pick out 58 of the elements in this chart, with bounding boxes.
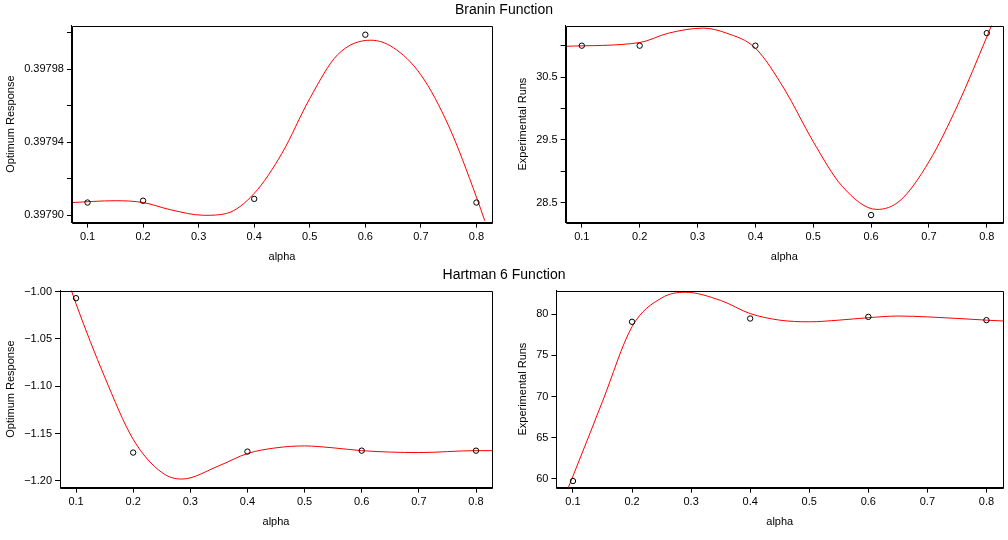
chart-title: Branin Function [453,0,555,18]
y-axis-title: Experimental Runs [515,342,528,436]
x-tick-label: 0.2 [135,230,151,243]
x-tick-label: 0.5 [801,495,817,508]
y-axis-title: Optimum Response [3,75,16,173]
x-tick-label: 0.3 [190,230,207,243]
x-tick-label: 0.5 [805,230,821,243]
y-tick-label: −1.20 [24,474,53,486]
x-tick-label: 0.5 [302,230,318,243]
x-tick-label: 0.8 [468,230,485,243]
x-tick-label: 0.7 [919,495,936,508]
y-tick-label: 70 [536,389,549,402]
y-tick-label: −1.15 [24,426,53,439]
y-tick-label: 80 [536,307,549,320]
x-tick-label: 0.1 [79,230,96,243]
y-tick-label: −1.10 [24,379,53,392]
y-tick-label: 65 [536,430,549,443]
x-axis-title: alpha [770,250,799,263]
y-tick-label: 60 [536,471,549,484]
x-tick-label: 0.4 [742,495,758,508]
x-tick-label: 0.3 [182,495,198,508]
x-tick-label: 0.6 [357,230,373,243]
y-axis-title: Optimum Response [3,340,16,438]
x-axis-title: alpha [268,250,297,263]
x-tick-label: 0.4 [747,230,764,243]
x-tick-label: 0.4 [246,230,262,243]
x-tick-label: 0.7 [411,495,427,508]
x-tick-label: 0.6 [863,230,879,243]
y-tick-label: −1.00 [24,284,53,297]
y-tick-label: 29.5 [536,132,558,145]
y-axis-title: Experimental Runs [515,77,528,171]
y-tick-label: 0.39798 [24,62,64,75]
x-tick-label: 0.1 [574,230,590,243]
x-tick-label: 0.1 [68,495,84,508]
y-tick-label: 0.39794 [24,135,64,148]
x-tick-label: 0.7 [413,230,429,243]
chart-title: Hartman 6 Function [441,265,567,283]
x-axis-title: alpha [262,515,291,528]
x-tick-label: 0.7 [921,230,937,243]
x-tick-label: 0.8 [979,230,995,243]
x-tick-label: 0.8 [978,495,995,508]
y-tick-label: 0.39790 [24,208,64,221]
x-tick-label: 0.2 [125,495,141,508]
x-tick-label: 0.6 [860,495,876,508]
y-tick-label: 28.5 [536,195,558,208]
x-axis-title: alpha [766,515,795,528]
x-tick-label: 0.4 [239,495,256,508]
x-tick-label: 0.3 [683,495,699,508]
x-tick-label: 0.5 [296,495,313,508]
y-tick-label: −1.05 [24,331,53,344]
x-tick-label: 0.6 [354,495,370,508]
x-tick-label: 0.1 [565,495,581,508]
x-tick-label: 0.2 [624,495,640,508]
y-tick-label: 30.5 [536,70,558,83]
x-tick-label: 0.2 [632,230,648,243]
x-tick-label: 0.3 [689,230,706,243]
y-tick-label: 75 [536,348,549,361]
x-tick-label: 0.8 [468,495,484,508]
